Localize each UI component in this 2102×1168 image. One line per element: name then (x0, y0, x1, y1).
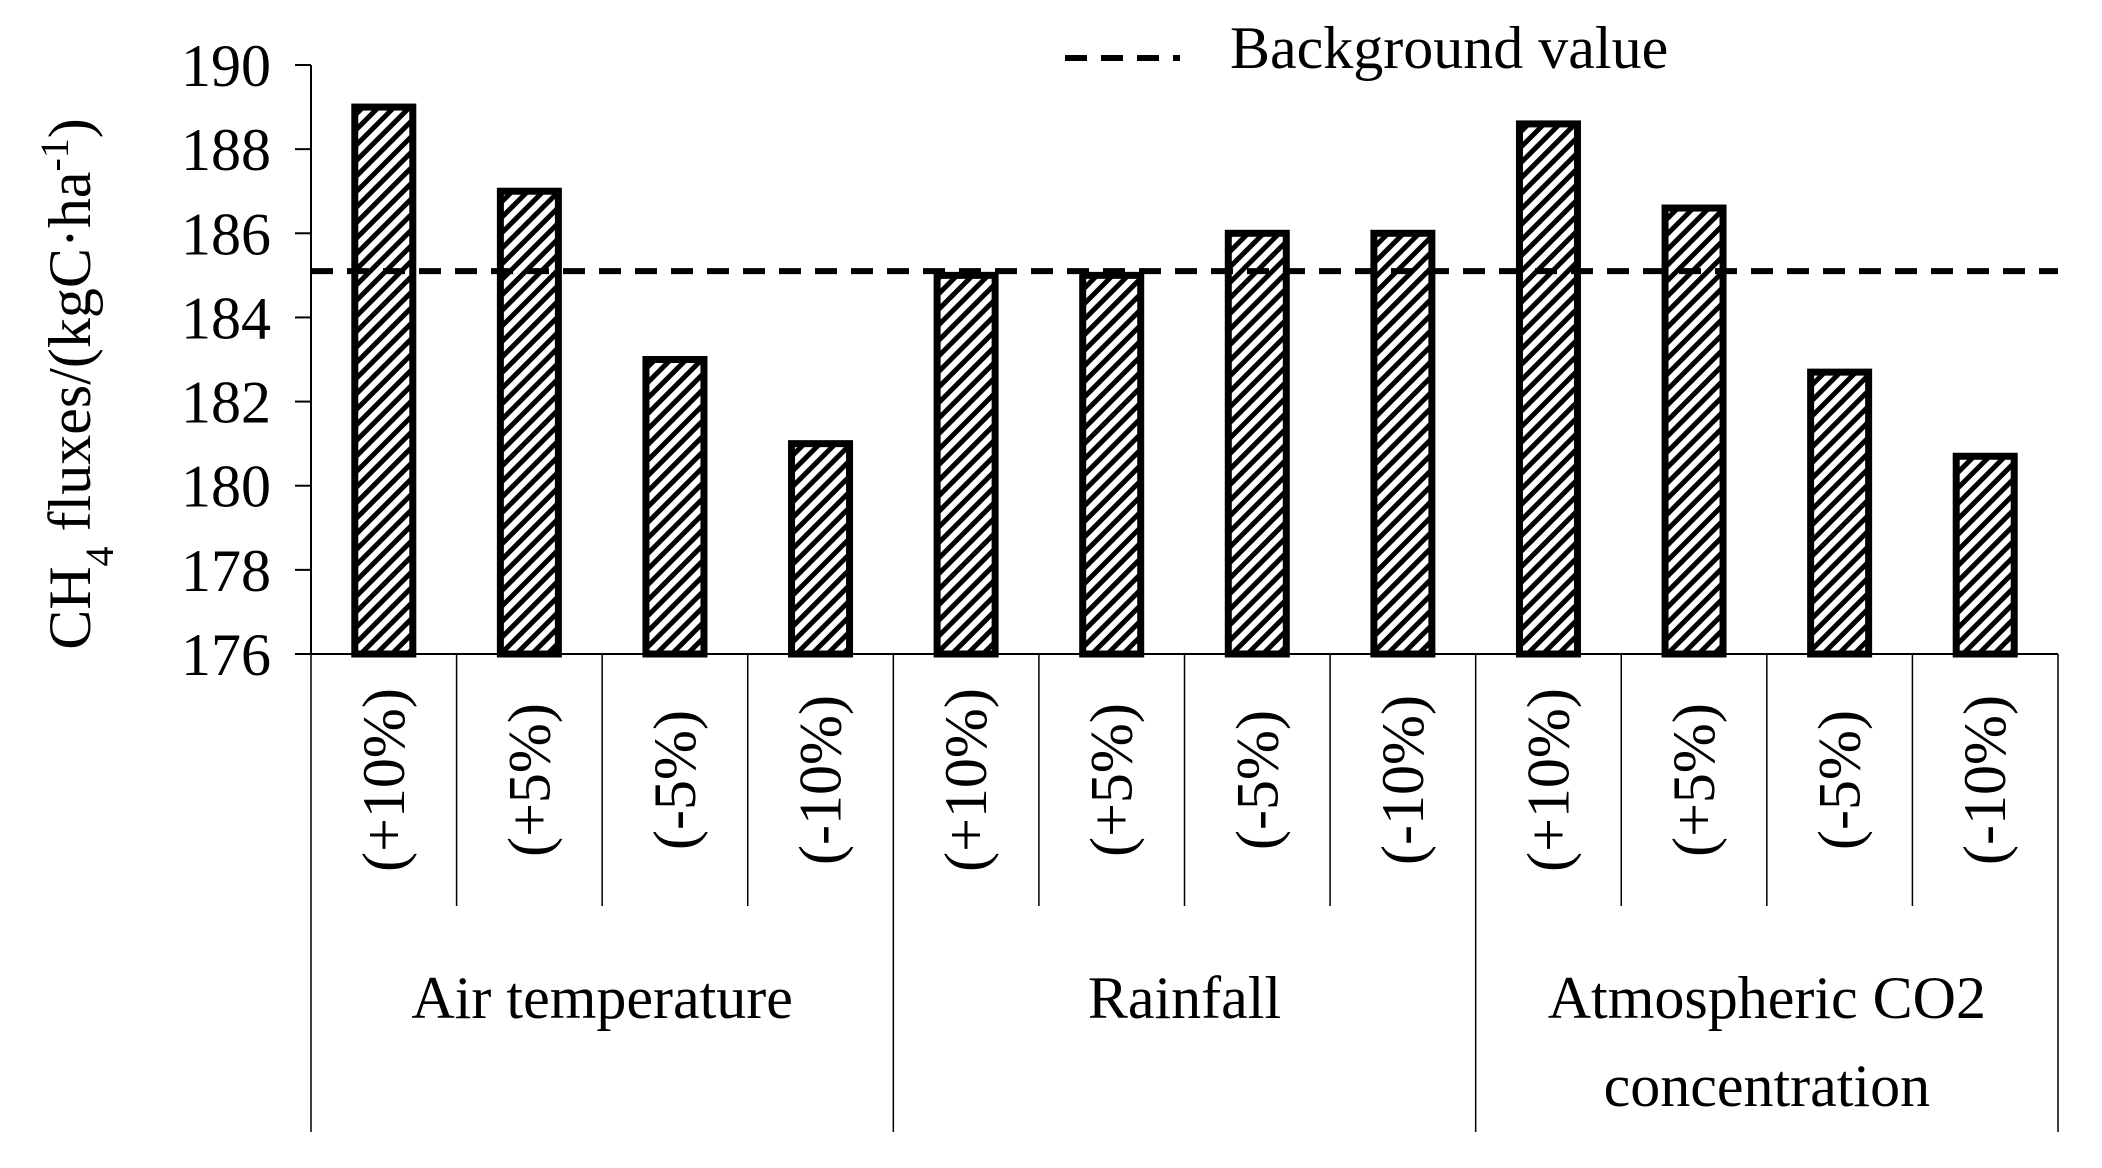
x-category-label: (+5%) (496, 703, 562, 857)
y-axis: 176 178 180 182 184 186 188 190 (181, 33, 312, 688)
bar (1952, 452, 2018, 658)
bars (351, 103, 2018, 658)
legend-label: Background value (1230, 15, 1668, 81)
x-category-label: (-10%) (1370, 695, 1436, 865)
bar (1224, 229, 1290, 658)
x-group-label: Atmospheric CO2 (1548, 965, 1986, 1031)
bar (1370, 229, 1436, 658)
x-category-label: (+10%) (933, 688, 999, 872)
ylabel-superscript: -1 (32, 138, 77, 171)
x-category-label: (-10%) (1952, 695, 2018, 865)
bar (642, 356, 708, 658)
x-category-label: (-10%) (788, 695, 854, 865)
bar (1515, 120, 1581, 658)
y-axis-title: CH4 fluxes/(kgC·ha-1) (32, 118, 122, 650)
y-tick-label: 184 (181, 285, 271, 351)
bar (496, 187, 562, 658)
x-category-label: (+10%) (351, 688, 417, 872)
bar (1807, 368, 1873, 658)
y-tick-label: 186 (181, 201, 271, 267)
y-tick-label: 178 (181, 538, 271, 604)
y-tick-label: 180 (181, 454, 271, 520)
x-category-label: (+10%) (1515, 688, 1581, 872)
bar (788, 440, 854, 658)
bar (933, 271, 999, 658)
bar (1661, 204, 1727, 658)
x-group-label: Air temperature (411, 965, 792, 1031)
x-category-label: (-5%) (642, 710, 708, 850)
x-category-label: (-5%) (1224, 710, 1290, 850)
ylabel-subscript: 4 (77, 546, 122, 566)
bar (1079, 271, 1145, 658)
ylabel-part: CH (37, 566, 103, 649)
x-group-label: Rainfall (1088, 965, 1281, 1031)
x-category-label: (-5%) (1807, 710, 1873, 850)
x-axis-category-table: (+10%) (+5%) (-5%) (-10%) (+10%) (+5%) (-5%) (-… (310, 653, 2059, 1132)
legend: Background value (1065, 15, 1668, 81)
y-tick-label: 190 (181, 33, 271, 99)
x-category-label: (+5%) (1079, 703, 1145, 857)
ylabel-part: fluxes/(kgC·ha (37, 172, 103, 547)
y-tick-label: 182 (181, 370, 271, 436)
x-category-label: (+5%) (1661, 703, 1727, 857)
y-tick-label: 188 (181, 117, 271, 183)
y-tick-label: 176 (181, 622, 271, 688)
ylabel-part: ) (37, 118, 103, 138)
x-group-label: concentration (1604, 1053, 1931, 1119)
bar (351, 103, 417, 658)
